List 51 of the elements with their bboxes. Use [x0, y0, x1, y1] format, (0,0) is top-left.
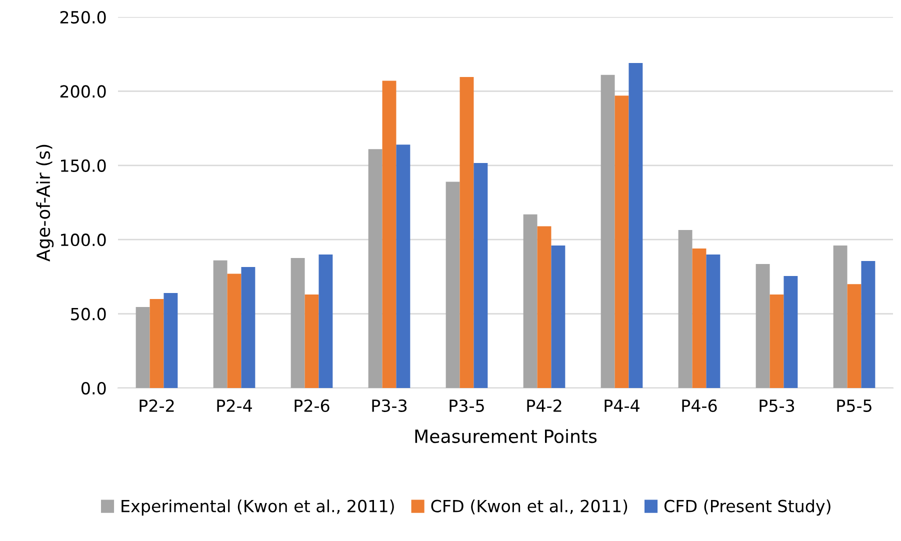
x-tick-label: P3-3: [372, 399, 407, 412]
y-tick-label: 250.0: [60, 10, 106, 24]
legend-label: CFD (Kwon et al., 2011): [431, 499, 628, 514]
bar: [290, 258, 305, 388]
x-tick-label: P4-4: [604, 400, 640, 412]
bar: [614, 96, 629, 388]
bar: [784, 276, 798, 388]
bar: [460, 76, 474, 388]
bar: [446, 182, 460, 388]
x-tick-label: P2-4: [217, 399, 252, 412]
bar: [678, 230, 692, 388]
bar: [241, 267, 256, 388]
x-tick-label: P2-6: [294, 399, 330, 412]
bar: [150, 298, 164, 388]
bar: [600, 74, 615, 388]
bar: [396, 144, 410, 388]
x-axis-title: Measurement Points: [415, 429, 597, 444]
bar: [136, 306, 150, 388]
bar: [551, 246, 566, 388]
bar: [756, 264, 770, 388]
x-tick-label: P3-5: [450, 399, 484, 412]
x-tick-label: P5-5: [837, 400, 872, 412]
y-tick-label: 200.0: [60, 85, 106, 98]
bar: [474, 163, 488, 388]
bar: [164, 293, 178, 388]
bar: [847, 284, 862, 388]
bar: [227, 274, 242, 388]
bar: [861, 260, 876, 388]
y-tick-label: 0.0: [81, 382, 106, 395]
legend-label: Experimental (Kwon et al., 2011): [122, 499, 394, 516]
bar: [304, 294, 319, 388]
y-tick-label: 50.0: [71, 308, 106, 320]
bar: [213, 260, 228, 388]
bar: [833, 246, 848, 388]
bar: [382, 80, 396, 388]
bar: [318, 254, 333, 388]
bar: [523, 214, 538, 388]
y-tick-label: 100.0: [61, 234, 106, 246]
y-axis-title: Age-of-Air (s): [36, 144, 54, 262]
bar: [692, 248, 706, 388]
bar: [706, 254, 720, 388]
x-tick-label: P2-2: [140, 399, 174, 412]
x-tick-label: P4-6: [682, 399, 717, 412]
bar: [537, 226, 552, 388]
y-tick-label: 150.0: [61, 159, 106, 172]
bar: [368, 149, 382, 388]
x-tick-label: P4-2: [527, 399, 562, 412]
x-tick-label: P5-3: [760, 399, 794, 412]
bar: [770, 294, 784, 388]
bar: [628, 63, 643, 388]
legend-label: CFD (Present Study): [664, 499, 830, 516]
